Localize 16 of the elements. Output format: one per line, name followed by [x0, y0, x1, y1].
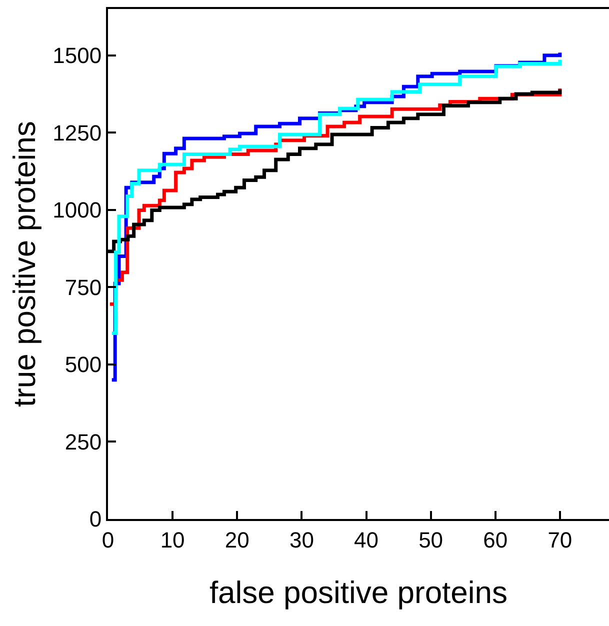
x-tick-label: 40: [354, 527, 378, 552]
y-tick-label: 500: [64, 352, 102, 378]
x-tick-label: 20: [224, 527, 250, 552]
x-tick-label: 10: [160, 527, 185, 552]
x-tick-label: 60: [483, 527, 508, 552]
y-tick-label: 750: [64, 274, 102, 300]
y-tick-label: 0: [89, 506, 102, 532]
y-tick-label: 1250: [52, 120, 102, 146]
y-tick-label: 1000: [52, 198, 102, 223]
x-tick-label: 50: [418, 527, 444, 552]
y-axis-title: true positive proteins: [6, 120, 42, 408]
x-tick-label: 30: [289, 527, 314, 552]
y-tick-label: 1500: [52, 43, 102, 68]
x-tick-label: 70: [548, 527, 572, 552]
y-tick-label: 250: [64, 429, 102, 454]
x-axis-title: false positive proteins: [209, 575, 508, 610]
